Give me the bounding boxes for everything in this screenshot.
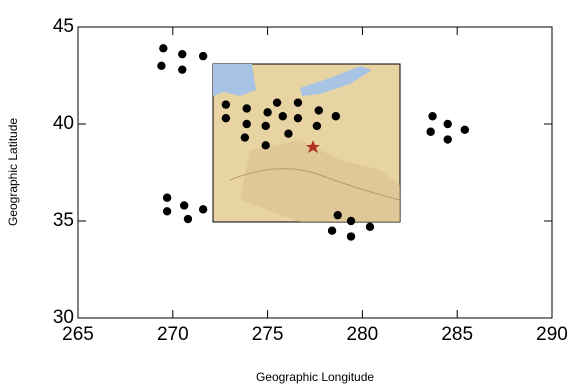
- point: [444, 120, 452, 128]
- point: [444, 135, 452, 143]
- point: [241, 133, 249, 141]
- point: [262, 122, 270, 130]
- y-axis-label: Geographic Latitude: [6, 118, 20, 226]
- point: [199, 52, 207, 60]
- point: [262, 141, 270, 149]
- point: [263, 108, 271, 116]
- point: [347, 232, 355, 240]
- x-tick-label: 280: [347, 324, 379, 345]
- point: [163, 207, 171, 215]
- point: [178, 65, 186, 73]
- x-tick-label: 270: [157, 324, 189, 345]
- point: [273, 98, 281, 106]
- point: [332, 112, 340, 120]
- point: [222, 100, 230, 108]
- chart: Geographic Longitude Geographic Latitude…: [0, 0, 572, 387]
- point: [184, 215, 192, 223]
- point: [159, 44, 167, 52]
- point: [315, 106, 323, 114]
- point: [294, 98, 302, 106]
- x-tick-label: 275: [252, 324, 284, 345]
- point: [334, 211, 342, 219]
- point: [461, 126, 469, 134]
- point: [222, 114, 230, 122]
- point: [243, 104, 251, 112]
- point: [163, 194, 171, 202]
- point: [428, 112, 436, 120]
- y-tick-label: 45: [53, 16, 74, 37]
- y-tick-label: 35: [53, 210, 74, 231]
- x-tick-label: 285: [441, 324, 473, 345]
- point: [157, 62, 165, 70]
- point: [284, 130, 292, 138]
- map-inset: [213, 64, 400, 222]
- point: [279, 112, 287, 120]
- point: [313, 122, 321, 130]
- x-axis-label: Geographic Longitude: [256, 370, 374, 384]
- point: [347, 217, 355, 225]
- point: [366, 223, 374, 231]
- point: [178, 50, 186, 58]
- point: [243, 120, 251, 128]
- y-tick-label: 30: [53, 307, 74, 328]
- point: [199, 205, 207, 213]
- x-tick-label: 290: [536, 324, 568, 345]
- point: [180, 201, 188, 209]
- y-tick-label: 40: [53, 113, 74, 134]
- point: [328, 227, 336, 235]
- point: [426, 128, 434, 136]
- point: [294, 114, 302, 122]
